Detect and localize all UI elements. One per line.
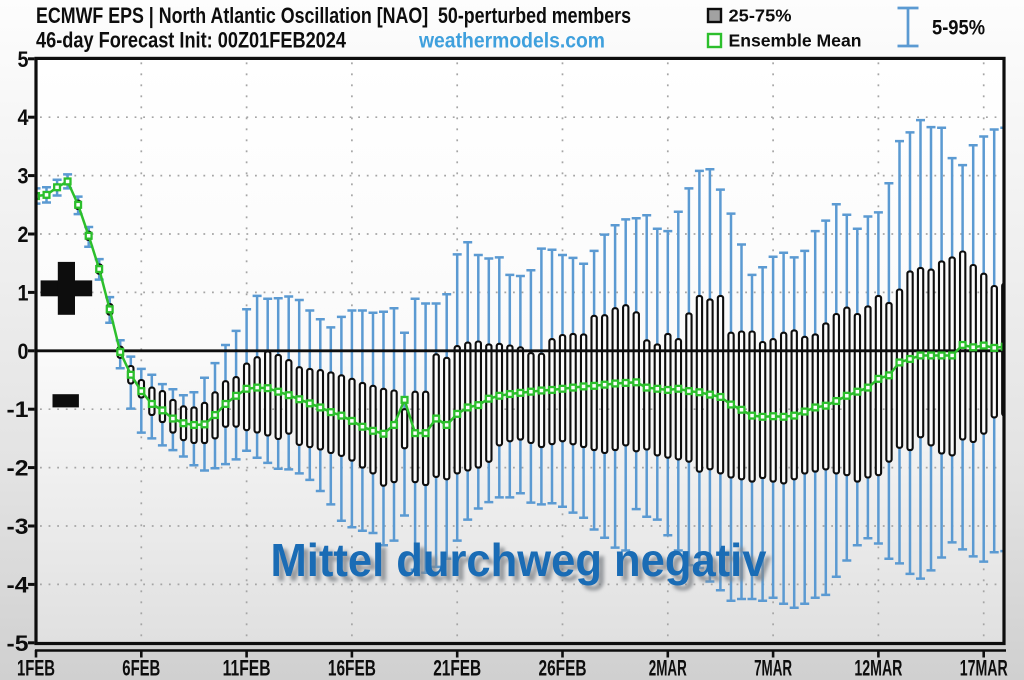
svg-text:5: 5 (18, 47, 29, 72)
svg-text:16FEB: 16FEB (328, 656, 376, 680)
svg-text:-4: -4 (7, 572, 30, 597)
svg-text:-1: -1 (7, 397, 29, 422)
svg-text:-3: -3 (7, 514, 29, 539)
svg-text:Mittel durchweg negativ: Mittel durchweg negativ (271, 534, 767, 586)
svg-text:6FEB: 6FEB (122, 656, 160, 680)
svg-text:12MAR: 12MAR (854, 656, 902, 680)
svg-text:17MAR: 17MAR (960, 656, 1008, 680)
svg-text:25-75%: 25-75% (729, 6, 792, 26)
svg-text:1: 1 (18, 280, 29, 305)
svg-text:Ensemble Mean: Ensemble Mean (729, 31, 862, 51)
svg-text:-2: -2 (7, 456, 29, 481)
svg-text:2MAR: 2MAR (649, 656, 687, 680)
svg-text:11FEB: 11FEB (223, 656, 271, 680)
svg-text:2: 2 (18, 222, 29, 247)
svg-text:-5: -5 (7, 631, 29, 656)
svg-text:weathermodels.com: weathermodels.com (418, 30, 605, 53)
svg-text:26FEB: 26FEB (539, 656, 587, 680)
svg-text:0: 0 (18, 339, 29, 364)
svg-text:Mittel durchweg negativ: Mittel durchweg negativ (276, 539, 772, 591)
svg-text:21FEB: 21FEB (433, 656, 481, 680)
svg-text:46-day Forecast Init: 00Z01FEB: 46-day Forecast Init: 00Z01FEB2024 (36, 28, 347, 53)
svg-text:5-95%: 5-95% (932, 16, 985, 39)
svg-text:7MAR: 7MAR (754, 656, 792, 680)
svg-text:3: 3 (18, 164, 29, 189)
svg-text:1FEB: 1FEB (17, 656, 55, 680)
svg-text:ECMWF EPS | North Atlantic Osc: ECMWF EPS | North Atlantic Oscillation [… (36, 3, 631, 28)
svg-text:4: 4 (18, 105, 30, 130)
